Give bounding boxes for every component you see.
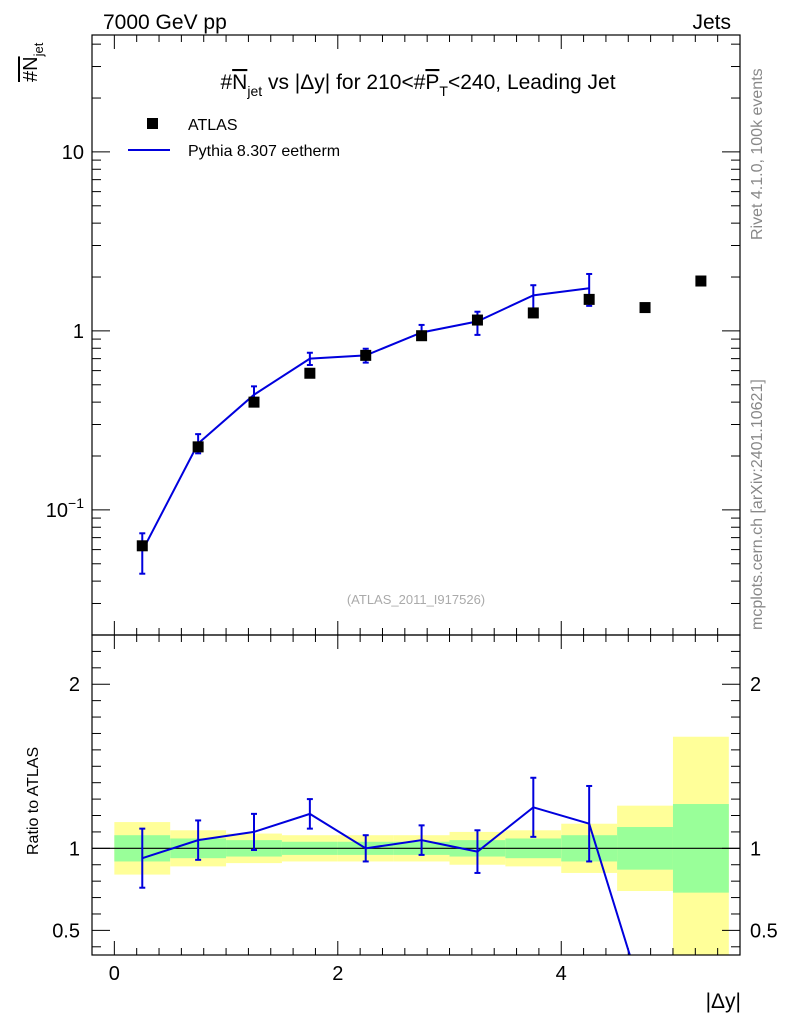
data-point [136, 540, 148, 552]
data-point [639, 302, 651, 314]
data-point [471, 314, 483, 326]
mc-line [141, 287, 590, 552]
main-ylabel: #Njet [20, 42, 46, 82]
data-point [527, 307, 539, 319]
data-series [136, 275, 707, 552]
legend-mc-label: Pythia 8.307 eetherm [188, 143, 340, 160]
x-tick-label: 4 [556, 963, 567, 985]
ratio-axis-ticks: 0.5 0.5 1 1 2 2 [52, 634, 778, 955]
x-tick-label: 2 [332, 963, 343, 985]
ratio-mc-series [139, 776, 631, 955]
y-tick-label: 10−1 [46, 495, 84, 522]
x-tick-label: 0 [109, 963, 120, 985]
ratio-ylabel: Ratio to ATLAS [25, 747, 42, 855]
data-point [248, 396, 260, 408]
xlabel: |Δy| [706, 990, 741, 1013]
y-tick-label: 10 [62, 142, 84, 164]
data-point [416, 330, 428, 342]
legend-atlas-label: ATLAS [188, 117, 238, 134]
ratio-tick-label-right: 1 [750, 838, 761, 860]
data-point [360, 349, 372, 361]
ratio-tick-label-left: 2 [69, 674, 80, 696]
ratio-tick-label-left: 1 [69, 838, 80, 860]
side-label-mcplots: mcplots.cern.ch [arXiv:2401.10621] [749, 379, 766, 630]
header-left: 7000 GeV pp [103, 11, 227, 34]
side-label-rivet: Rivet 4.1.0, 100k events [749, 68, 766, 240]
y-tick-label: 1 [73, 321, 84, 343]
ratio-panel: 0.5 0.5 1 1 2 2 [52, 634, 778, 956]
ratio-tick-label-left: 0.5 [52, 920, 80, 942]
legend-atlas-marker [147, 118, 158, 129]
data-point [695, 275, 707, 287]
x-tick-labels: 0 2 4 [109, 963, 567, 985]
data-point [583, 293, 595, 305]
chart-title: #Njet vs |Δy| for 210<#PT<240, Leading J… [220, 71, 615, 99]
legend: ATLAS Pythia 8.307 eetherm [128, 117, 340, 160]
header-right: Jets [692, 11, 731, 34]
data-point [192, 441, 204, 453]
data-point [304, 367, 316, 379]
ratio-frame [91, 634, 741, 956]
analysis-watermark: (ATLAS_2011_I917526) [347, 592, 485, 607]
ratio-mc-line [141, 806, 631, 955]
main-axis-ticks: 10−1 1 10 [46, 35, 741, 636]
mc-series [139, 272, 593, 575]
ratio-tick-label-right: 2 [750, 674, 761, 696]
ratio-tick-label-right: 0.5 [750, 920, 778, 942]
